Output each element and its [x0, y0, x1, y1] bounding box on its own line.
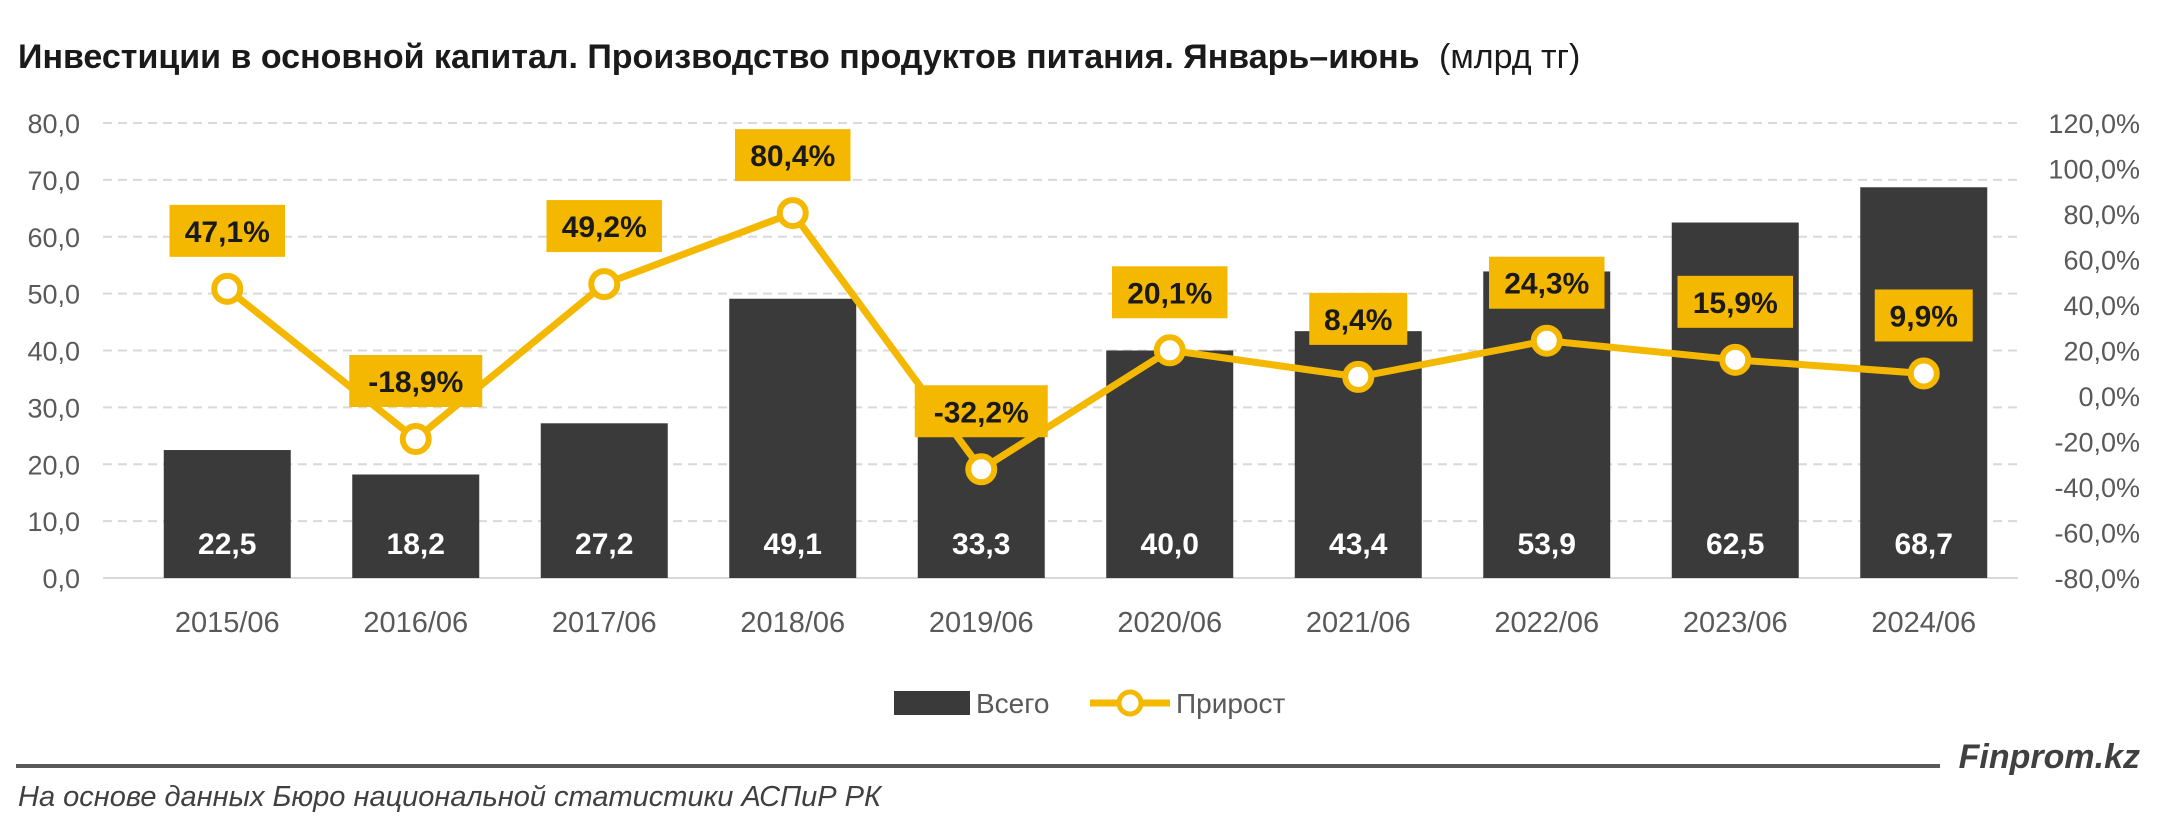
growth-value-label: -18,9% — [368, 366, 463, 399]
growth-value-label: 20,1% — [1127, 277, 1212, 310]
left-tick-label: 0,0 — [42, 564, 80, 594]
growth-line: 47,1% -18,9% 49,2% 80,4% -32,2% 20,1% 8,4% 24,3… — [169, 129, 1973, 486]
bar-value-label: 49,1 — [764, 528, 822, 561]
growth-point — [399, 422, 432, 455]
growth-value-label: 24,3% — [1504, 268, 1589, 301]
bar-value-label: 43,4 — [1329, 528, 1388, 561]
right-tick-label: 40,0% — [2063, 291, 2140, 321]
bar-value-label: 27,2 — [575, 528, 633, 561]
bar-value-label: 18,2 — [387, 528, 445, 561]
growth-value-label: 15,9% — [1693, 287, 1778, 320]
x-tick-label: 2023/06 — [1683, 607, 1788, 639]
x-tick-label: 2020/06 — [1117, 607, 1222, 639]
x-tick-label: 2018/06 — [740, 607, 845, 639]
growth-point — [1719, 343, 1752, 376]
growth-value-label: 9,9% — [1890, 300, 1958, 333]
growth-label-box — [735, 129, 851, 182]
x-tick-label: 2021/06 — [1306, 607, 1411, 639]
right-tick-label: 60,0% — [2063, 246, 2140, 276]
right-tick-label: -40,0% — [2054, 473, 2140, 503]
bar-value-label: 53,9 — [1518, 528, 1576, 561]
growth-label-box — [1677, 275, 1793, 328]
bar — [163, 450, 291, 578]
x-tick-label: 2024/06 — [1871, 607, 1976, 639]
growth-point — [776, 197, 809, 230]
x-axis: 2015/06 2016/06 2017/06 2018/06 2019/06 2020/… — [175, 607, 1976, 639]
x-tick-label: 2017/06 — [552, 607, 657, 639]
left-tick-label: 70,0 — [27, 166, 80, 196]
growth-value-label: 80,4% — [750, 140, 835, 173]
growth-label-box — [1112, 266, 1228, 319]
left-tick-label: 10,0 — [27, 507, 80, 537]
growth-point — [1907, 357, 1940, 390]
growth-point — [1530, 324, 1563, 357]
left-tick-label: 30,0 — [27, 393, 80, 423]
legend-label-bar: Всего — [976, 688, 1049, 719]
growth-value-label: 8,4% — [1324, 304, 1392, 337]
bar-value-label: 40,0 — [1141, 528, 1199, 561]
footer-source: На основе данных Бюро национальной стати… — [18, 781, 883, 813]
x-tick-label: 2019/06 — [929, 607, 1034, 639]
growth-point — [588, 268, 621, 301]
legend-label-line: Прирост — [1176, 688, 1285, 719]
bar — [352, 474, 480, 578]
left-tick-label: 40,0 — [27, 337, 80, 367]
right-tick-label: 20,0% — [2063, 337, 2140, 367]
chart-title: Инвестиции в основной капитал. Производс… — [18, 38, 1580, 76]
bar-value-label: 22,5 — [198, 528, 256, 561]
bar-value-label: 33,3 — [952, 528, 1010, 561]
left-tick-label: 60,0 — [27, 223, 80, 253]
bar-value-label: 68,7 — [1895, 528, 1953, 561]
bar — [1106, 350, 1234, 578]
legend-marker — [1116, 689, 1144, 717]
x-tick-label: 2016/06 — [363, 607, 468, 639]
left-tick-label: 20,0 — [27, 450, 80, 480]
left-tick-label: 50,0 — [27, 280, 80, 310]
bar — [540, 423, 668, 578]
x-tick-label: 2022/06 — [1494, 607, 1599, 639]
x-tick-label: 2015/06 — [175, 607, 280, 639]
bar-value-label: 62,5 — [1706, 528, 1764, 561]
legend: Всего Прирост — [894, 688, 1285, 719]
growth-point — [211, 272, 244, 305]
left-axis: 0,0 10,0 20,0 30,0 40,0 50,0 60,0 70,0 80,0 — [27, 109, 80, 594]
right-tick-label: 80,0% — [2063, 200, 2140, 230]
growth-line-path — [225, 209, 1925, 473]
chart-title-unit: (млрд тг) — [1439, 38, 1580, 76]
right-tick-label: 120,0% — [2048, 109, 2140, 139]
right-axis: -80,0% -60,0% -40,0% -20,0% 0,0% 20,0% 40,0% 60… — [2048, 109, 2140, 594]
growth-label-box — [914, 385, 1048, 438]
growth-label-box — [1309, 292, 1408, 345]
right-tick-label: 0,0% — [2078, 382, 2140, 412]
right-tick-label: -80,0% — [2054, 564, 2140, 594]
growth-value-label: 49,2% — [562, 211, 647, 244]
growth-label-box — [1874, 289, 1973, 342]
growth-value-label: -32,2% — [934, 396, 1029, 429]
growth-label-box — [349, 354, 483, 407]
bar — [1483, 271, 1611, 578]
growth-point — [965, 453, 998, 486]
legend-swatch-bar — [894, 691, 970, 715]
growth-point — [1153, 334, 1186, 367]
footer-brand: Finprom.kz — [1959, 738, 2140, 776]
growth-point — [1342, 360, 1375, 393]
right-tick-label: -60,0% — [2054, 519, 2140, 549]
left-tick-label: 80,0 — [27, 109, 80, 139]
growth-label-box — [169, 204, 285, 257]
growth-value-label: 47,1% — [185, 216, 270, 249]
chart-title-main: Инвестиции в основной капитал. Производс… — [18, 38, 1420, 76]
bar — [729, 298, 857, 578]
growth-label-box — [1489, 256, 1605, 309]
right-tick-label: -20,0% — [2054, 428, 2140, 458]
right-tick-label: 100,0% — [2048, 155, 2140, 185]
growth-label-box — [546, 200, 662, 253]
